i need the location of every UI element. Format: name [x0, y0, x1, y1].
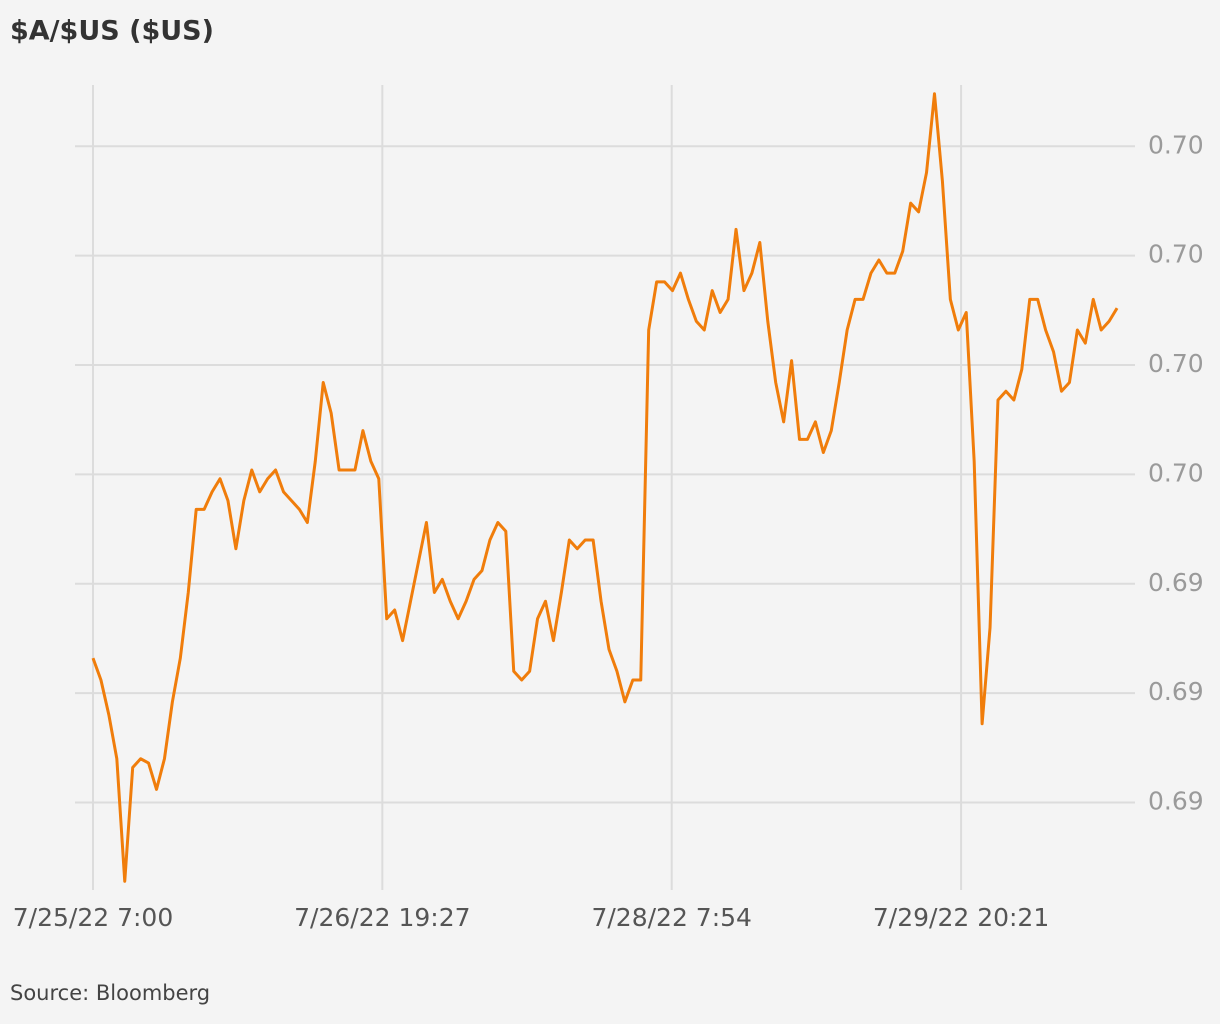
y-tick-label: 0.69 [1148, 677, 1204, 706]
source-note: Source: Bloomberg [10, 981, 210, 1005]
y-tick-label: 0.69 [1148, 787, 1204, 816]
chart-title: $A/$US ($US) [10, 16, 214, 47]
x-tick-label: 7/29/22 20:21 [873, 903, 1049, 932]
y-tick-label: 0.70 [1148, 130, 1204, 159]
y-tick-label: 0.69 [1148, 568, 1204, 597]
y-tick-label: 0.70 [1148, 458, 1204, 487]
x-tick-label: 7/25/22 7:00 [13, 903, 173, 932]
x-tick-label: 7/28/22 7:54 [591, 903, 751, 932]
y-tick-label: 0.70 [1148, 349, 1204, 378]
y-tick-label: 0.70 [1148, 240, 1204, 269]
price-line [91, 92, 1119, 883]
x-tick-label: 7/26/22 19:27 [294, 903, 470, 932]
